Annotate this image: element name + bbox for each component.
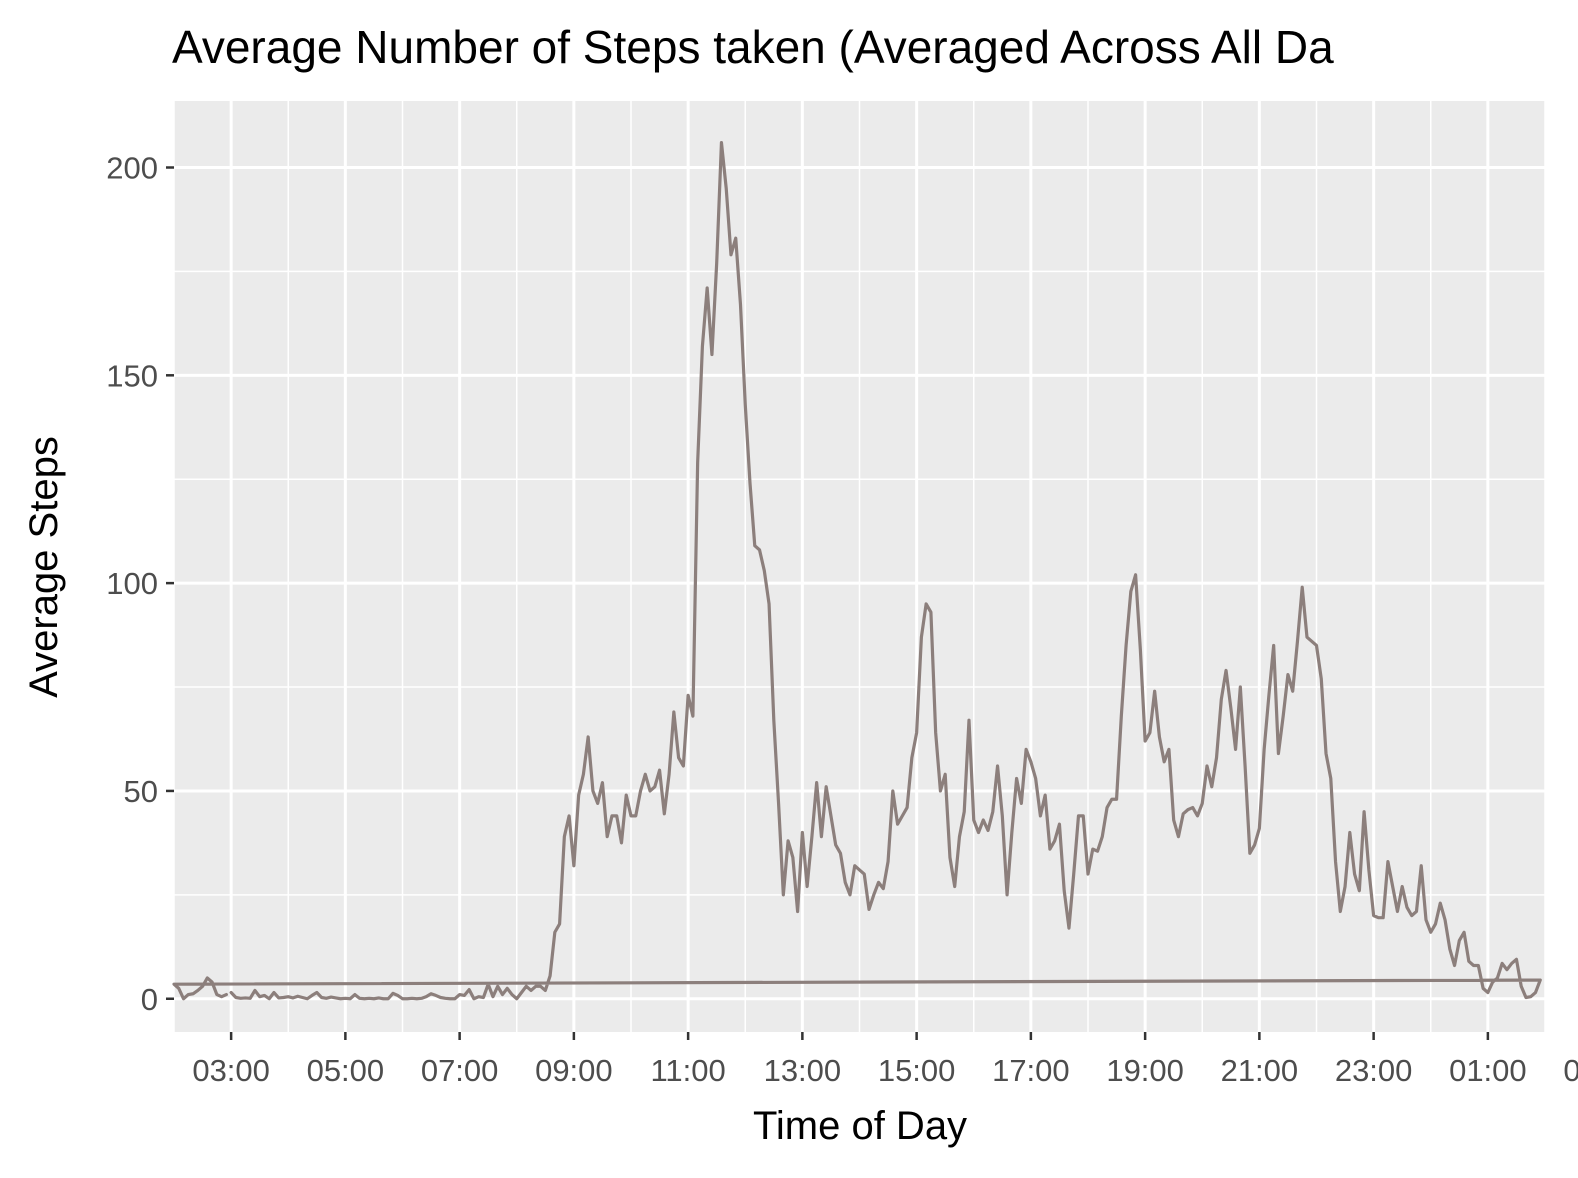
x-tick-label: 17:00 — [992, 1053, 1070, 1088]
x-tick-label: 13:00 — [764, 1053, 842, 1088]
x-tick-label: 23:00 — [1335, 1053, 1413, 1088]
major-gridlines — [174, 101, 1545, 1032]
y-axis-title: Average Steps — [22, 436, 66, 698]
y-tick-label: 200 — [106, 151, 158, 186]
x-tick-label: 05:00 — [307, 1053, 385, 1088]
y-tick-label: 0 — [141, 982, 158, 1017]
x-tick-label: 07:00 — [421, 1053, 499, 1088]
average-steps-line — [172, 140, 1542, 1001]
x-tick-label: 01:00 — [1449, 1053, 1527, 1088]
x-tick-label: 03:00 — [1563, 1053, 1578, 1088]
x-tick-label: 21:00 — [1221, 1053, 1299, 1088]
x-tick-label: 15:00 — [878, 1053, 956, 1088]
x-tick-label: 03:00 — [192, 1053, 270, 1088]
x-axis-ticks: 03:00 05:00 07:00 09:00 11:00 13:00 15:00 17:00… — [192, 1032, 1578, 1088]
y-tick-label: 50 — [124, 774, 158, 809]
x-tick-label: 11:00 — [650, 1053, 725, 1088]
x-tick-label: 19:00 — [1106, 1053, 1184, 1088]
y-tick-label: 150 — [106, 358, 158, 393]
x-tick-label: 09:00 — [535, 1053, 613, 1088]
chart-title: Average Number of Steps taken (Averaged … — [172, 21, 1334, 73]
minor-gridlines — [173, 101, 1546, 1032]
x-axis-title: Time of Day — [753, 1104, 967, 1148]
y-axis-ticks: 0 50 100 150 200 — [106, 151, 174, 1017]
y-tick-label: 100 — [106, 566, 158, 601]
